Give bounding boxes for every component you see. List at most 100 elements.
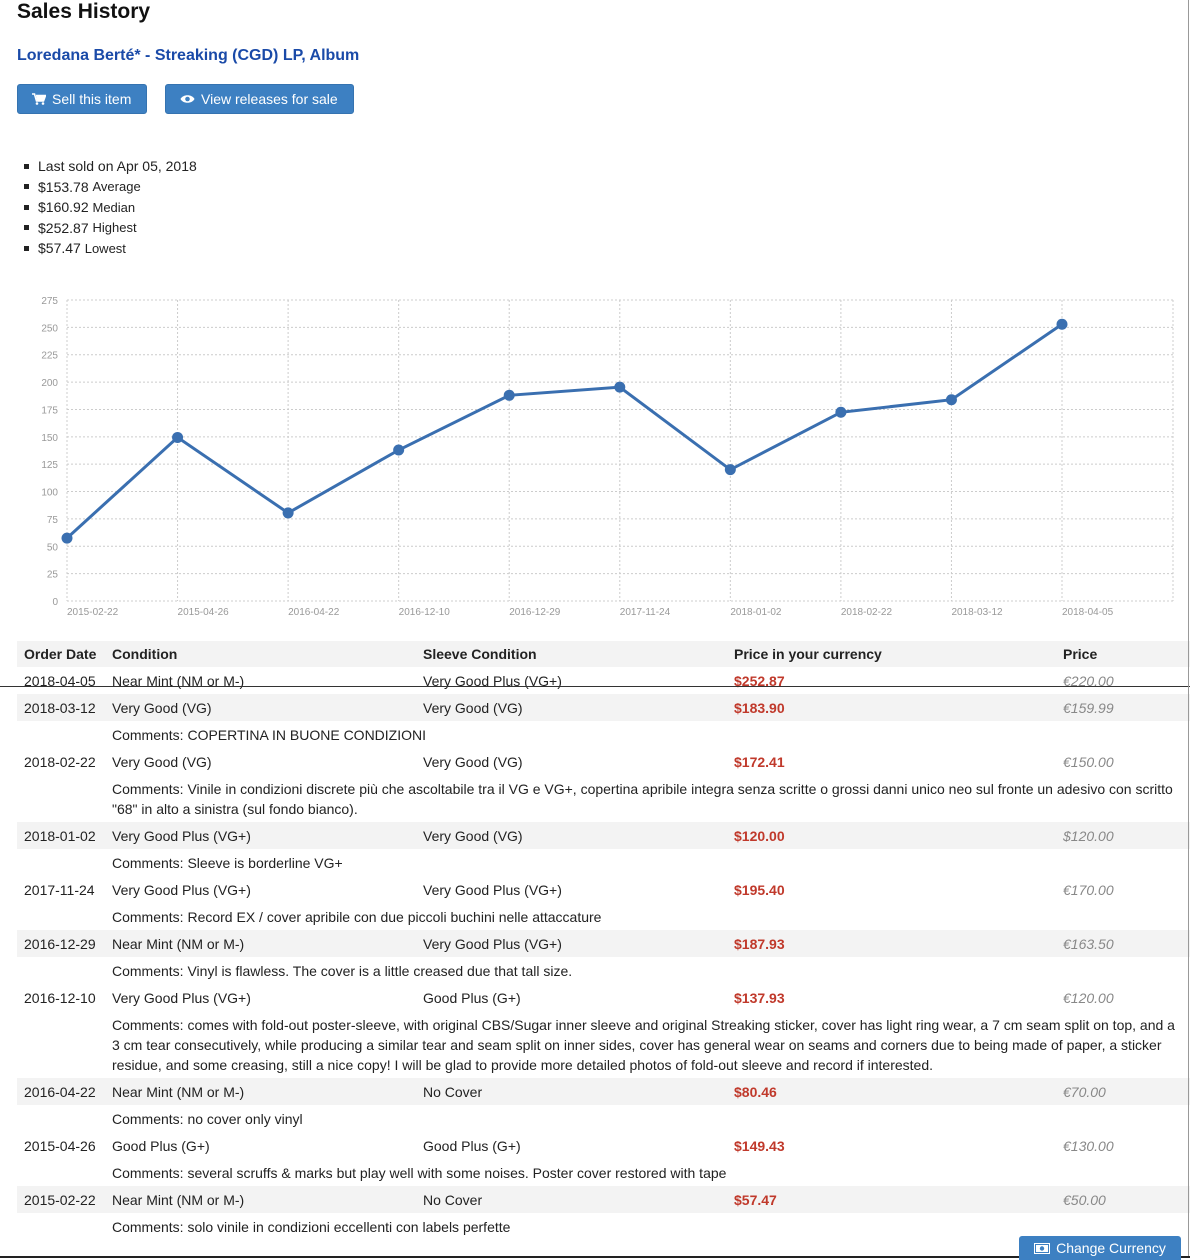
- condition: Near Mint (NM or M-): [112, 672, 245, 689]
- data-point: [393, 444, 405, 456]
- divider: [0, 686, 1190, 687]
- change-currency-button[interactable]: Change Currency: [1019, 1236, 1181, 1260]
- sleeve-condition: Very Good (VG): [423, 827, 523, 844]
- price-in-currency: $149.43: [734, 1137, 785, 1154]
- condition: Very Good (VG): [112, 753, 212, 770]
- price-in-currency: $80.46: [734, 1083, 777, 1100]
- comment-row: Comments: solo vinile in condizioni ecce…: [112, 1219, 511, 1235]
- eye-icon: [180, 95, 195, 103]
- table-row: 2018-02-22 Very Good (VG) Very Good (VG) $1…: [17, 748, 1190, 775]
- header-price[interactable]: Price: [1063, 646, 1098, 662]
- data-point: [945, 394, 957, 406]
- series-line: [65, 322, 1063, 540]
- header-price-currency[interactable]: Price in your currency: [734, 646, 882, 662]
- table-row: 2016-04-22 Near Mint (NM or M-) No Cover $8…: [17, 1078, 1190, 1105]
- data-point: [724, 464, 736, 476]
- table-row: 2018-01-02 Very Good Plus (VG+) Very Good …: [17, 822, 1190, 849]
- x-tick-label: 2015-02-22: [67, 607, 119, 618]
- table-row: 2016-12-29 Near Mint (NM or M-) Very Good …: [17, 930, 1190, 957]
- data-point: [1056, 318, 1068, 330]
- y-tick-label: 50: [47, 542, 59, 553]
- scrollbar-edge: [1188, 0, 1189, 1258]
- y-tick-label: 200: [41, 378, 58, 389]
- sell-label: Sell this item: [52, 91, 132, 107]
- sleeve-condition: Very Good (VG): [423, 753, 523, 770]
- sleeve-condition: Very Good Plus (VG+): [423, 935, 562, 952]
- price-in-currency: $57.47: [734, 1191, 777, 1208]
- condition: Near Mint (NM or M-): [112, 935, 245, 952]
- y-tick-label: 0: [52, 597, 58, 608]
- sales-chart: 0 25 50 75 100 125 150 175 200 225 250 275 2015-02-2…: [41, 296, 1174, 618]
- condition: Very Good (VG): [112, 699, 212, 716]
- price-in-currency: $195.40: [734, 881, 785, 898]
- y-tick-label: 25: [47, 570, 59, 581]
- last-sold: Last sold on Apr 05, 2018: [24, 156, 197, 177]
- y-tick-label: 100: [41, 488, 58, 499]
- price: €130.00: [1063, 1137, 1114, 1154]
- condition: Good Plus (G+): [112, 1137, 210, 1154]
- stat-median: $160.92 Median: [24, 197, 197, 218]
- x-tick-label: 2016-04-22: [288, 607, 340, 618]
- money-icon: [1034, 1242, 1051, 1254]
- x-tick-label: 2016-12-29: [509, 607, 561, 618]
- order-date: 2018-03-12: [24, 699, 96, 716]
- condition: Near Mint (NM or M-): [112, 1083, 245, 1100]
- view-releases-button[interactable]: View releases for sale: [165, 84, 354, 114]
- x-tick-label: 2018-04-05: [1062, 607, 1114, 618]
- table-row: 2017-11-24 Very Good Plus (VG+) Very Good …: [17, 876, 1190, 903]
- order-date: 2018-01-02: [24, 827, 96, 844]
- sleeve-condition: Good Plus (G+): [423, 1137, 521, 1154]
- data-point: [835, 406, 847, 418]
- sleeve-condition: No Cover: [423, 1191, 483, 1208]
- data-point: [282, 507, 294, 519]
- table-row: 2016-12-10 Very Good Plus (VG+) Good Plus …: [17, 984, 1190, 1011]
- table-row: 2015-02-22 Near Mint (NM or M-) No Cover $5…: [17, 1186, 1190, 1213]
- order-date: 2017-11-24: [24, 881, 95, 898]
- data-point: [614, 381, 626, 393]
- price: €159.99: [1063, 699, 1114, 716]
- price: €50.00: [1063, 1191, 1106, 1208]
- price: $120.00: [1063, 827, 1114, 844]
- order-date: 2015-02-22: [24, 1191, 96, 1208]
- header-condition[interactable]: Condition: [112, 646, 178, 662]
- change-currency-label: Change Currency: [1056, 1240, 1166, 1256]
- y-tick-label: 225: [41, 351, 58, 362]
- price: €150.00: [1063, 753, 1114, 770]
- order-date: 2016-04-22: [24, 1083, 96, 1100]
- comment-row: Comments: Vinyl is flawless. The cover i…: [112, 963, 573, 979]
- y-tick-label: 125: [41, 460, 58, 471]
- price-in-currency: $120.00: [734, 827, 785, 844]
- comment-row: Comments: no cover only vinyl: [112, 1111, 303, 1127]
- price-in-currency: $172.41: [734, 753, 785, 770]
- condition: Very Good Plus (VG+): [112, 989, 251, 1006]
- cart-icon: [32, 93, 46, 105]
- comment-row: Comments: COPERTINA IN BUONE CONDIZIONI: [112, 727, 427, 743]
- condition: Very Good Plus (VG+): [112, 881, 251, 898]
- price-in-currency: $137.93: [734, 989, 785, 1006]
- data-point: [61, 532, 73, 544]
- sleeve-condition: Good Plus (G+): [423, 989, 521, 1006]
- header-order-date[interactable]: Order Date: [24, 646, 97, 662]
- price-in-currency: $183.90: [734, 699, 785, 716]
- x-tick-label: 2018-03-12: [951, 607, 1003, 618]
- data-point: [503, 389, 515, 401]
- x-tick-label: 2017-11-24: [620, 607, 671, 618]
- y-tick-label: 175: [41, 405, 58, 416]
- table-row: 2015-04-26 Good Plus (G+) Good Plus (G+) $1…: [17, 1132, 1190, 1159]
- sell-this-item-button[interactable]: Sell this item: [17, 84, 147, 114]
- comment-row: Comments: several scruffs & marks but pl…: [112, 1165, 727, 1181]
- comment-row: Comments: Vinile in condizioni discrete …: [112, 781, 1173, 817]
- price: €70.00: [1063, 1083, 1106, 1100]
- sleeve-condition: No Cover: [423, 1083, 483, 1100]
- x-tick-label: 2018-02-22: [841, 607, 893, 618]
- release-link[interactable]: Loredana Berté* - Streaking (CGD) LP, Al…: [17, 47, 360, 64]
- header-sleeve-condition[interactable]: Sleeve Condition: [423, 646, 537, 662]
- price-in-currency: $187.93: [734, 935, 785, 952]
- order-date: 2016-12-10: [24, 989, 96, 1006]
- table-row: 2018-03-12 Very Good (VG) Very Good (VG) $1…: [17, 694, 1190, 721]
- stat-highest: $252.87 Highest: [24, 218, 197, 239]
- order-date: 2016-12-29: [24, 935, 96, 952]
- comment-row: Comments: comes with fold-out poster-sle…: [112, 1017, 1175, 1073]
- order-date: 2018-04-05: [24, 672, 96, 689]
- sales-table: Order Date Condition Sleeve Condition Pr…: [17, 641, 1190, 1240]
